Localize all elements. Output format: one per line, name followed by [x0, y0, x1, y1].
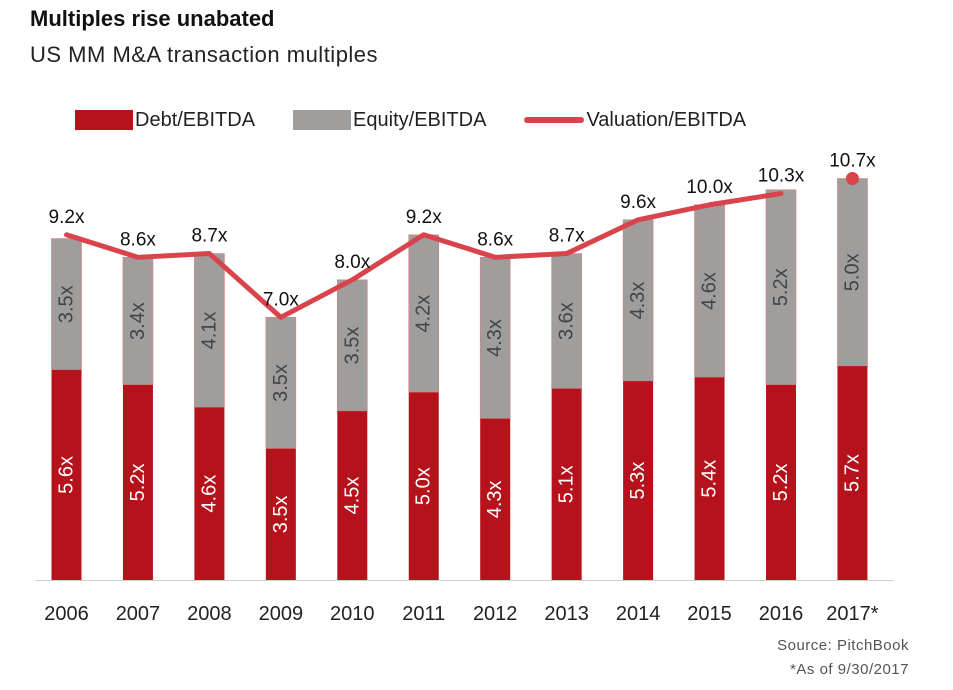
legend-label-equity: Equity/EBITDA: [353, 108, 487, 131]
data-label-equity-2006: 3.5x: [56, 285, 78, 323]
data-label-debt-2011: 5.0x: [413, 467, 435, 505]
x-tick-label-2017*: 2017*: [826, 603, 878, 625]
data-label-debt-2012: 4.3x: [484, 480, 506, 518]
x-tick-label-2007: 2007: [116, 603, 161, 625]
data-label-valuation-2011: 9.2x: [406, 207, 442, 228]
bar-equity-2017*: [837, 178, 868, 367]
data-label-valuation-2015: 10.0x: [686, 177, 733, 198]
x-tick-label-2012: 2012: [473, 603, 518, 625]
source-note: Source: PitchBook: [777, 637, 909, 654]
data-label-equity-2016: 5.2x: [770, 268, 792, 306]
legend-label-valuation: Valuation/EBITDA: [586, 108, 747, 131]
legend-swatch-debt: [75, 110, 133, 130]
legend-label-debt: Debt/EBITDA: [135, 108, 256, 131]
data-label-debt-2010: 4.5x: [341, 477, 363, 515]
bar-debt-2012: [480, 418, 511, 580]
chart-subtitle: US MM M&A transaction multiples: [30, 42, 379, 67]
chart-title: Multiples rise unabated: [30, 6, 275, 31]
x-tick-label-2015: 2015: [687, 603, 732, 625]
legend-item-debt: Debt/EBITDA: [75, 109, 255, 132]
data-label-debt-2014: 5.3x: [627, 462, 649, 500]
data-label-debt-2008: 4.6x: [198, 475, 220, 513]
legend-item-valuation: Valuation/EBITDA: [524, 109, 746, 132]
data-label-valuation-2008: 8.7x: [191, 226, 227, 247]
x-tick-label-2016: 2016: [759, 603, 804, 625]
data-label-valuation-2013: 8.7x: [549, 226, 585, 247]
legend-item-equity: Equity/EBITDA: [293, 109, 486, 132]
data-label-valuation-2016: 10.3x: [758, 166, 805, 187]
legend: Debt/EBITDA Equity/EBITDA Valuation/EBIT…: [75, 106, 784, 134]
bar-equity-2010: [336, 279, 368, 412]
data-label-equity-2007: 3.4x: [127, 302, 149, 340]
bar-equity-2009: [265, 317, 297, 449]
bar-debt-2014: [623, 381, 654, 580]
bar-debt-2008: [194, 407, 225, 580]
bar-equity-2012: [479, 257, 511, 419]
legend-swatch-equity: [293, 110, 352, 130]
bar-equity-2013: [551, 253, 582, 389]
x-tick-label-2010: 2010: [330, 603, 375, 625]
data-label-valuation-2012: 8.6x: [477, 229, 513, 250]
bar-debt-2013: [551, 388, 582, 580]
x-tick-label-2009: 2009: [259, 603, 304, 625]
bar-debt-2007: [122, 384, 153, 580]
data-label-valuation-2009: 7.0x: [263, 289, 299, 310]
data-label-equity-2011: 4.2x: [413, 295, 435, 333]
data-label-valuation-2017*: 10.7x: [829, 151, 876, 172]
data-label-equity-2014: 4.3x: [627, 282, 649, 320]
data-label-debt-2016: 5.2x: [770, 464, 792, 502]
bar-equity-2016: [765, 189, 797, 386]
bar-equity-2008: [194, 253, 225, 408]
data-label-equity-2008: 4.1x: [198, 312, 220, 350]
data-label-equity-2017*: 5.0x: [841, 253, 863, 291]
bar-equity-2006: [51, 238, 82, 371]
data-label-equity-2013: 3.6x: [556, 302, 578, 340]
x-tick-label-2013: 2013: [544, 603, 589, 625]
bar-debt-2011: [408, 392, 439, 580]
data-label-equity-2012: 4.3x: [484, 319, 506, 357]
footnote: *As of 9/30/2017: [790, 661, 909, 678]
data-label-valuation-2006: 9.2x: [49, 207, 85, 228]
bar-debt-2009: [265, 448, 296, 580]
data-label-valuation-2007: 8.6x: [120, 229, 156, 250]
x-tick-label-2011: 2011: [402, 603, 445, 625]
data-label-equity-2010: 3.5x: [341, 327, 363, 365]
x-tick-label-2008: 2008: [187, 603, 232, 625]
data-label-debt-2006: 5.6x: [56, 456, 78, 494]
bar-debt-2006: [51, 369, 82, 580]
data-label-debt-2007: 5.2x: [127, 464, 149, 502]
legend-swatch-valuation: [524, 117, 585, 123]
valuation-line: [64, 191, 784, 320]
data-label-debt-2015: 5.4x: [699, 460, 721, 498]
x-tick-label-2006: 2006: [44, 603, 89, 625]
bar-debt-2016: [766, 384, 796, 580]
data-label-debt-2009: 3.5x: [270, 495, 292, 533]
bar-debt-2017*: [837, 366, 868, 580]
data-label-valuation-2014: 9.6x: [620, 192, 656, 213]
bar-debt-2010: [337, 411, 368, 580]
data-label-equity-2015: 4.6x: [699, 272, 721, 310]
bar-equity-2015: [694, 204, 725, 378]
valuation-point-2017*: [845, 172, 859, 186]
data-label-equity-2009: 3.5x: [270, 364, 292, 402]
x-tick-label-2014: 2014: [616, 603, 661, 625]
data-label-valuation-2010: 8.0x: [334, 252, 370, 273]
data-label-debt-2017*: 5.7x: [841, 454, 863, 492]
data-label-debt-2013: 5.1x: [556, 465, 578, 503]
bar-debt-2015: [694, 377, 725, 580]
bar-equity-2007: [122, 257, 154, 386]
bar-equity-2014: [622, 219, 654, 382]
